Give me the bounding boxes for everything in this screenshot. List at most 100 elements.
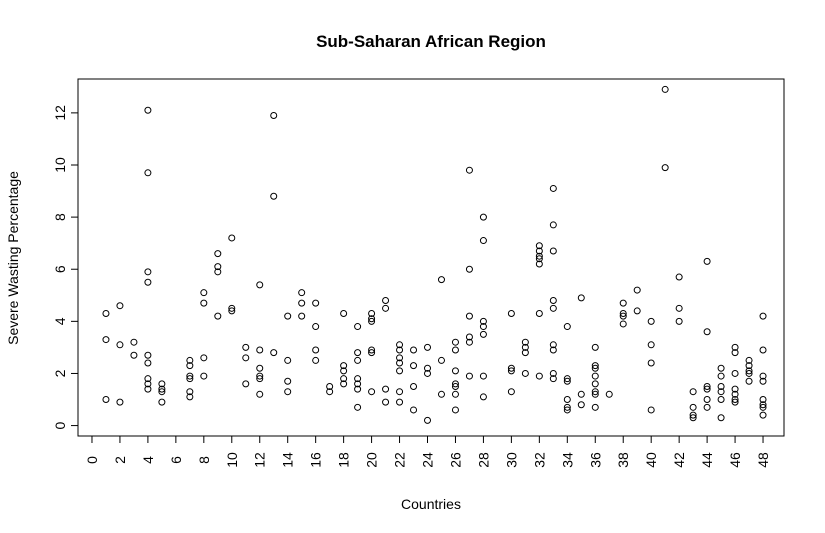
data-point xyxy=(144,268,152,276)
data-point xyxy=(703,403,711,411)
data-point xyxy=(354,385,362,393)
data-point xyxy=(144,380,152,388)
x-tick-label: 30 xyxy=(503,452,519,468)
data-point xyxy=(479,330,487,338)
data-point xyxy=(410,382,418,390)
data-point xyxy=(354,403,362,411)
data-point xyxy=(619,312,627,320)
data-point xyxy=(535,252,543,260)
y-tick-label: 6 xyxy=(52,265,68,273)
x-tick-label: 2 xyxy=(112,456,128,464)
data-point xyxy=(535,255,543,263)
data-point xyxy=(186,393,194,401)
y-tick-label: 8 xyxy=(52,213,68,221)
data-point xyxy=(479,323,487,331)
data-point xyxy=(717,382,725,390)
x-tick-label: 24 xyxy=(420,452,436,468)
data-point xyxy=(563,323,571,331)
data-point xyxy=(396,359,404,367)
data-point xyxy=(731,398,739,406)
data-point xyxy=(507,388,515,396)
data-point xyxy=(745,377,753,385)
y-tick-label: 10 xyxy=(52,157,68,173)
data-point xyxy=(368,315,376,323)
data-point xyxy=(577,401,585,409)
x-tick-label: 42 xyxy=(671,452,687,468)
x-axis-label: Countries xyxy=(401,496,461,512)
data-point xyxy=(270,349,278,357)
data-point xyxy=(214,312,222,320)
data-point xyxy=(410,346,418,354)
x-tick-label: 32 xyxy=(531,452,547,468)
data-point xyxy=(354,356,362,364)
x-tick-label: 20 xyxy=(364,452,380,468)
data-point xyxy=(298,299,306,307)
data-point xyxy=(242,380,250,388)
data-point xyxy=(731,349,739,357)
data-point xyxy=(256,364,264,372)
data-point xyxy=(116,302,124,310)
x-tick-label: 40 xyxy=(643,452,659,468)
data-point xyxy=(326,382,334,390)
data-point xyxy=(130,338,138,346)
data-point xyxy=(214,250,222,258)
x-tick-label: 12 xyxy=(252,452,268,468)
y-tick-label: 0 xyxy=(52,421,68,429)
data-point xyxy=(284,377,292,385)
data-point xyxy=(661,164,669,172)
data-point xyxy=(465,265,473,273)
data-point xyxy=(186,362,194,370)
data-point xyxy=(535,242,543,250)
data-point xyxy=(256,346,264,354)
data-point xyxy=(619,320,627,328)
data-point xyxy=(465,166,473,174)
x-axis: 0 2 4 6 8 10 12 14 16 18 20 22 24 26 28 30 32 34 36 38 40 42 4… xyxy=(84,435,771,468)
x-tick-label: 14 xyxy=(280,452,296,468)
data-point xyxy=(158,385,166,393)
data-point xyxy=(424,416,432,424)
data-point xyxy=(144,169,152,177)
data-point xyxy=(647,341,655,349)
data-point xyxy=(424,369,432,377)
data-point xyxy=(396,341,404,349)
x-tick-label: 6 xyxy=(168,456,184,464)
data-point xyxy=(703,396,711,404)
data-point xyxy=(451,406,459,414)
data-point xyxy=(144,106,152,114)
data-point xyxy=(507,367,515,375)
data-point xyxy=(102,336,110,344)
x-tick-label: 18 xyxy=(336,452,352,468)
data-point xyxy=(451,382,459,390)
data-point xyxy=(591,372,599,380)
data-point xyxy=(396,367,404,375)
chart-title: Sub-Saharan African Region xyxy=(316,32,546,51)
data-point xyxy=(312,299,320,307)
data-point xyxy=(703,385,711,393)
data-point xyxy=(340,380,348,388)
x-tick-label: 48 xyxy=(755,452,771,468)
data-point xyxy=(521,343,529,351)
data-point xyxy=(451,390,459,398)
data-point xyxy=(284,312,292,320)
data-point xyxy=(340,362,348,370)
data-point xyxy=(717,372,725,380)
data-point xyxy=(144,375,152,383)
data-point xyxy=(158,388,166,396)
data-point xyxy=(200,299,208,307)
x-tick-label: 36 xyxy=(587,452,603,468)
data-point xyxy=(507,310,515,318)
data-point xyxy=(731,343,739,351)
data-point xyxy=(340,367,348,375)
data-point xyxy=(424,364,432,372)
data-point xyxy=(717,414,725,422)
data-point xyxy=(326,388,334,396)
data-point xyxy=(451,367,459,375)
data-point xyxy=(186,372,194,380)
data-point xyxy=(368,346,376,354)
data-point xyxy=(703,257,711,265)
data-point xyxy=(242,343,250,351)
data-point xyxy=(354,349,362,357)
data-point xyxy=(717,396,725,404)
data-point xyxy=(102,310,110,318)
data-point xyxy=(228,307,236,315)
